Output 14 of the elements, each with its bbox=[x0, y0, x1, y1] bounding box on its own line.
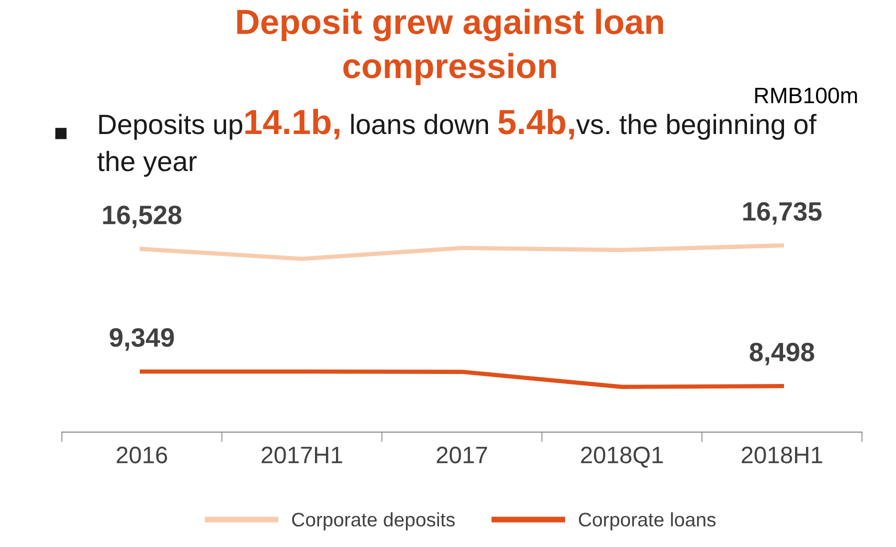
data-label: 16,735 bbox=[743, 202, 822, 225]
text: RMB100m bbox=[755, 88, 857, 104]
legend-label: Corporate deposits bbox=[292, 512, 455, 530]
chart-title: Deposit grew against loan compression bbox=[237, 8, 663, 86]
x-tick-label: 2018H1 bbox=[742, 446, 822, 464]
data-label: 8,498 bbox=[750, 342, 814, 366]
x-tick-label: 2017 bbox=[436, 446, 487, 464]
data-label: 9,349 bbox=[110, 328, 174, 351]
text: Deposits up14.1b, loans down 5.4b,vs. the beginning of the year bbox=[97, 108, 816, 177]
legend-label: Corporate loans bbox=[578, 512, 716, 530]
x-tick-label: 2018Q1 bbox=[581, 446, 663, 468]
x-tick-label: 2017H1 bbox=[262, 446, 342, 464]
x-tick-label: 2016 bbox=[116, 446, 168, 464]
data-label: 16,528 bbox=[103, 206, 182, 228]
